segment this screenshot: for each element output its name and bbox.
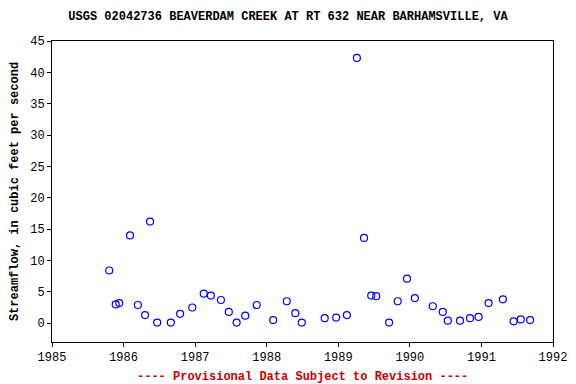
svg-text:15: 15	[30, 223, 44, 237]
svg-text:40: 40	[30, 67, 44, 81]
svg-text:10: 10	[30, 255, 44, 269]
svg-text:1992: 1992	[539, 351, 568, 365]
svg-text:1987: 1987	[181, 351, 210, 365]
svg-text:1990: 1990	[395, 351, 424, 365]
svg-text:5: 5	[37, 286, 44, 300]
svg-text:20: 20	[30, 192, 44, 206]
svg-text:---- Provisional Data Subject: ---- Provisional Data Subject to Revisio…	[137, 370, 468, 384]
svg-text:Streamflow, in cubic feet per: Streamflow, in cubic feet per second	[8, 62, 22, 321]
svg-text:1988: 1988	[252, 351, 281, 365]
svg-text:1989: 1989	[324, 351, 353, 365]
svg-text:35: 35	[30, 98, 44, 112]
svg-text:1985: 1985	[38, 351, 67, 365]
svg-text:1986: 1986	[109, 351, 138, 365]
svg-text:0: 0	[37, 317, 44, 331]
svg-text:30: 30	[30, 129, 44, 143]
svg-text:USGS 02042736 BEAVERDAM CREEK: USGS 02042736 BEAVERDAM CREEK AT RT 632 …	[68, 10, 508, 24]
svg-text:45: 45	[30, 35, 44, 49]
svg-text:25: 25	[30, 161, 44, 175]
svg-text:1991: 1991	[467, 351, 496, 365]
